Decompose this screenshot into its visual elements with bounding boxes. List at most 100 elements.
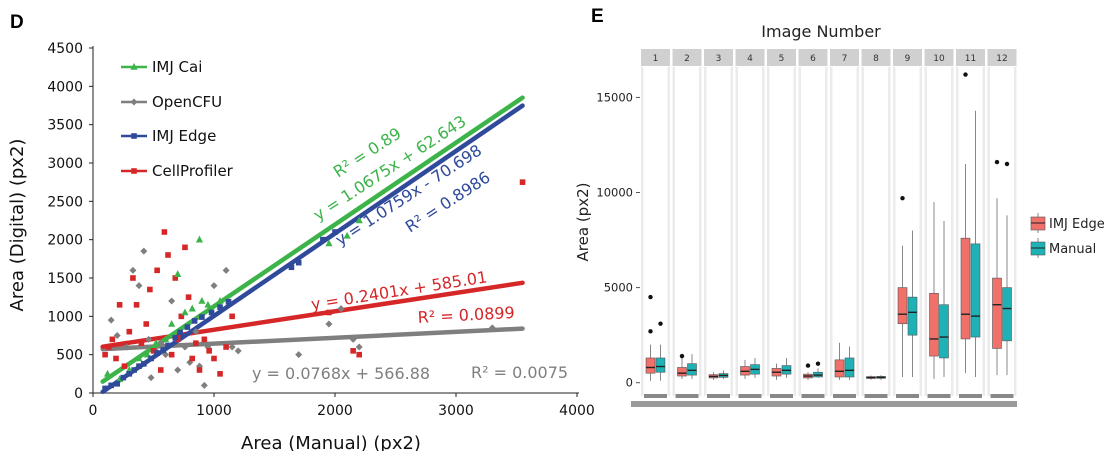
data-point-imj-cai — [103, 369, 112, 377]
data-point-cellprofiler — [168, 351, 175, 358]
data-point-imj-edge — [199, 314, 205, 320]
legend-label: IMJ Edge — [152, 127, 216, 145]
facet-plot-area — [675, 67, 699, 396]
data-point-opencfu — [145, 335, 153, 343]
outlier-point — [679, 353, 685, 359]
facet-strip — [924, 49, 954, 66]
facet-strip — [798, 49, 828, 66]
data-point-cellprofiler — [172, 275, 179, 281]
facet-panel-10: 10 — [924, 49, 954, 398]
data-point-imj-edge — [320, 236, 326, 243]
facet-strip — [830, 49, 859, 66]
facet-strip — [767, 49, 796, 66]
data-point-opencfu — [337, 305, 345, 313]
data-point-imj-edge — [172, 335, 179, 341]
panel-e-letter: E — [591, 6, 604, 27]
data-point-opencfu — [168, 297, 176, 305]
x-tick-label: 1000 — [196, 403, 232, 419]
y-tick-label: 1000 — [47, 309, 83, 325]
facet-panel-2: 2 — [672, 49, 702, 398]
data-point-opencfu — [295, 351, 303, 359]
facet-x-axis-tick — [959, 394, 982, 398]
box-imj-edge — [677, 367, 687, 377]
data-point-opencfu — [210, 282, 218, 290]
data-point-cellprofiler — [185, 294, 192, 300]
data-point-opencfu — [222, 266, 230, 274]
data-point-opencfu — [234, 347, 242, 355]
facet-x-axis-tick — [990, 394, 1014, 398]
data-point-cellprofiler — [217, 371, 223, 377]
data-point-cellprofiler — [161, 229, 168, 235]
data-point-imj-edge — [160, 347, 166, 353]
fit-line-imj-cai — [100, 95, 525, 384]
data-point-imj-edge — [332, 229, 338, 235]
facet-plot-area — [864, 67, 888, 396]
data-point-imj-edge — [108, 382, 114, 389]
box-manual — [939, 304, 949, 359]
data-point-cellprofiler — [116, 302, 123, 308]
y-tick-label: 2500 — [47, 194, 83, 210]
outlier-point — [963, 72, 968, 77]
legend-label: IMJ Edge — [1049, 217, 1105, 232]
data-point-imj-cai — [135, 354, 143, 362]
x-tick-label: 4000 — [559, 403, 595, 419]
data-point-cellprofiler — [165, 252, 171, 258]
data-point-opencfu — [349, 335, 357, 343]
facet-panel-5: 5 — [767, 49, 796, 398]
y-tick-label: 0 — [626, 376, 633, 390]
legend-marker — [131, 168, 137, 174]
facet-plot-area — [738, 67, 762, 396]
panel-d-letter: D — [10, 12, 24, 33]
facet-x-axis-tick — [833, 394, 856, 398]
data-point-opencfu — [488, 324, 496, 332]
data-point-imj-cai — [181, 308, 189, 316]
data-point-opencfu — [135, 282, 143, 290]
facet-strip-label: 3 — [716, 54, 722, 64]
facet-x-axis-tick — [770, 394, 793, 398]
data-point-imj-edge — [141, 361, 147, 367]
outlier-point — [648, 294, 653, 300]
facet-panel-12: 12 — [987, 49, 1017, 398]
y-tick-label: 2000 — [47, 233, 83, 249]
facet-strip-label: 1 — [653, 54, 659, 64]
facet-panel-4: 4 — [735, 49, 765, 398]
data-point-cellprofiler — [109, 336, 116, 343]
data-point-imj-edge — [191, 318, 198, 324]
data-point-cellprofiler — [350, 348, 356, 354]
data-point-opencfu — [200, 381, 208, 389]
facet-strip-label: 11 — [965, 54, 976, 64]
data-point-opencfu — [181, 343, 189, 351]
legend-marker — [130, 98, 138, 106]
data-point-imj-cai — [162, 335, 170, 343]
facet-strip — [735, 49, 765, 66]
data-point-cellprofiler — [113, 355, 119, 362]
data-point-cellprofiler — [102, 351, 108, 358]
outlier-point — [805, 363, 811, 368]
data-point-cellprofiler — [121, 363, 128, 369]
data-point-opencfu — [123, 343, 131, 351]
data-point-cellprofiler — [356, 351, 362, 358]
data-point-imj-cai — [355, 216, 363, 224]
data-point-opencfu — [113, 332, 121, 339]
y-tick-label: 4000 — [47, 79, 83, 95]
data-point-cellprofiler — [229, 313, 235, 320]
data-point-cellprofiler — [223, 344, 229, 350]
facet-panel-8: 8 — [861, 49, 891, 398]
y-tick-label: 3500 — [47, 118, 83, 134]
data-point-imj-edge — [165, 342, 171, 349]
facet-plot-area — [801, 67, 825, 396]
y-tick-label: 4500 — [47, 41, 83, 57]
data-point-cellprofiler — [143, 321, 150, 327]
panel-d-scatter-chart: D 0 1000 2000 3000 4000 0 500 1000 1500 2000 2500 3… — [7, 12, 595, 451]
data-point-imj-edge — [120, 374, 127, 381]
data-point-opencfu — [192, 328, 200, 336]
chart-title: Image Number — [761, 22, 881, 41]
data-point-opencfu — [129, 266, 137, 274]
box-imj-edge — [992, 277, 1002, 349]
facet-panel-1: 1 — [641, 49, 670, 398]
facet-panel-6: 6 — [798, 49, 828, 398]
data-point-imj-edge — [114, 381, 120, 387]
data-point-cellprofiler — [157, 367, 164, 373]
facet-x-axis-tick — [644, 394, 667, 398]
